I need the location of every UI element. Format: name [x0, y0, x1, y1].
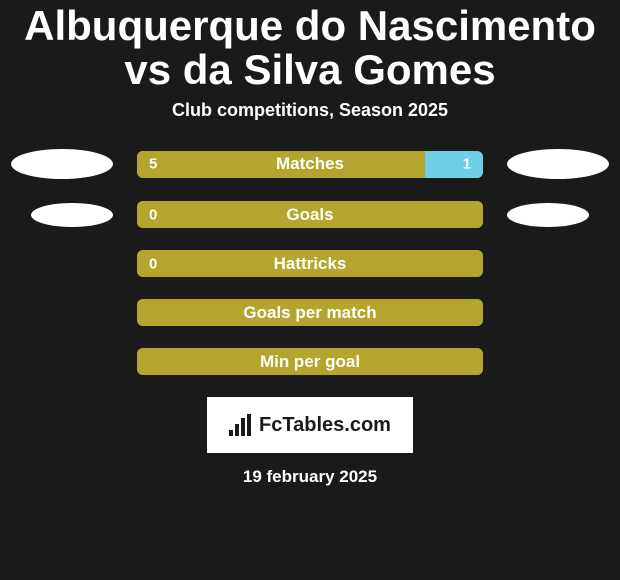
- team-left-logo: [31, 203, 113, 227]
- stat-right-value: 1: [463, 156, 471, 173]
- stat-row: Min per goal: [0, 348, 620, 375]
- stat-left-value: 5: [149, 156, 157, 173]
- branding-badge: FcTables.com: [207, 397, 413, 453]
- stat-rows: 5 1 Matches 0 Goals 0 Hattricks Goals per match…: [0, 149, 620, 375]
- team-left-logo: [11, 149, 113, 179]
- generation-date: 19 february 2025: [0, 467, 620, 487]
- stat-bar: 0 Goals: [137, 201, 483, 228]
- stat-row: 5 1 Matches: [0, 149, 620, 179]
- stat-label: Goals: [286, 205, 333, 225]
- stat-bar: Goals per match: [137, 299, 483, 326]
- stat-bar: 0 Hattricks: [137, 250, 483, 277]
- stat-label: Matches: [276, 154, 344, 174]
- branding-text: FcTables.com: [259, 414, 391, 437]
- stat-left-value: 0: [149, 206, 157, 223]
- stat-row: 0 Goals: [0, 201, 620, 228]
- stat-row: Goals per match: [0, 299, 620, 326]
- stat-left-value: 0: [149, 255, 157, 272]
- page-title: Albuquerque do Nascimento vs da Silva Go…: [0, 4, 620, 100]
- stat-bar: Min per goal: [137, 348, 483, 375]
- subtitle: Club competitions, Season 2025: [0, 100, 620, 121]
- stat-label: Goals per match: [243, 303, 376, 323]
- team-right-logo: [507, 203, 589, 227]
- bar-chart-icon: [229, 414, 251, 436]
- stat-bar-right-fill: [425, 151, 483, 178]
- comparison-infographic: Albuquerque do Nascimento vs da Silva Go…: [0, 0, 620, 580]
- stat-label: Min per goal: [260, 352, 360, 372]
- stat-label: Hattricks: [274, 254, 347, 274]
- stat-row: 0 Hattricks: [0, 250, 620, 277]
- stat-bar: 5 1 Matches: [137, 151, 483, 178]
- team-right-logo: [507, 149, 609, 179]
